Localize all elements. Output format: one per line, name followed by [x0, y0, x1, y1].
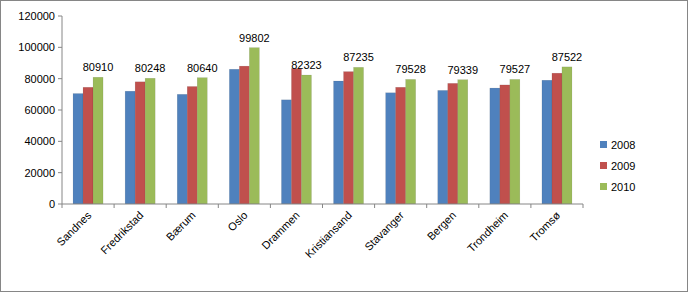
- y-tick: [58, 204, 62, 205]
- x-tick: [322, 204, 323, 208]
- bar: [386, 93, 396, 204]
- y-tick: [58, 47, 62, 48]
- bar: [135, 82, 145, 204]
- chart-frame: [1, 1, 688, 292]
- data-label: 87235: [343, 51, 374, 63]
- bar: [354, 67, 364, 204]
- y-tick-label: 100000: [18, 41, 55, 53]
- y-tick: [58, 110, 62, 111]
- data-label: 79339: [447, 64, 478, 76]
- y-tick-label: 60000: [24, 104, 55, 116]
- x-tick-label: Kristiansand: [303, 209, 354, 260]
- bar: [438, 90, 448, 204]
- data-label: 82323: [291, 59, 322, 71]
- y-tick-label: 80000: [24, 73, 55, 85]
- legend-swatch: [600, 183, 607, 190]
- data-label: 87522: [552, 51, 583, 63]
- bar: [458, 80, 468, 204]
- x-tick: [62, 204, 63, 208]
- bar: [542, 80, 552, 204]
- bar: [291, 68, 301, 204]
- x-tick: [426, 204, 427, 208]
- y-tick-label: 40000: [24, 135, 55, 147]
- legend-label: 2009: [611, 160, 635, 172]
- x-tick: [270, 204, 271, 208]
- x-tick-label: Drammen: [259, 209, 302, 252]
- bar: [93, 77, 103, 204]
- bar: [73, 94, 83, 204]
- bar: [552, 73, 562, 204]
- bar: [197, 78, 207, 204]
- x-tick-label: Stavanger: [362, 209, 406, 253]
- x-tick: [374, 204, 375, 208]
- y-tick: [58, 172, 62, 173]
- data-label: 80640: [187, 62, 218, 74]
- x-tick-label: Tromsø: [527, 209, 562, 244]
- legend-swatch: [600, 162, 607, 169]
- bar: [281, 100, 291, 204]
- data-label: 79528: [395, 63, 426, 75]
- x-tick: [478, 204, 479, 208]
- x-tick-label: Oslo: [225, 209, 249, 233]
- bars: [73, 48, 572, 204]
- x-tick: [583, 204, 584, 208]
- chart-container: 0200004000060000800001000001200008091080…: [0, 0, 688, 292]
- x-tick-label: Bærum: [164, 209, 198, 243]
- x-tick: [166, 204, 167, 208]
- x-tick-label: Sandnes: [54, 209, 94, 249]
- data-label: 79527: [500, 63, 531, 75]
- x-tick: [114, 204, 115, 208]
- y-axis: [62, 16, 63, 204]
- y-tick: [58, 78, 62, 79]
- bar: [177, 94, 187, 204]
- bar: [239, 66, 249, 204]
- bar: [396, 87, 406, 204]
- x-tick-label: Fredrikstad: [98, 209, 145, 256]
- bar: [229, 69, 239, 204]
- x-tick-label: Bergen: [425, 209, 459, 243]
- data-label: 80248: [135, 62, 166, 74]
- legend-swatch: [600, 141, 607, 148]
- bar: [448, 83, 458, 204]
- bar: [562, 67, 572, 204]
- y-tick: [58, 141, 62, 142]
- y-tick-label: 120000: [18, 10, 55, 22]
- data-labels: 80910 80248 80640 99802 82323 87235 79528 79339…: [83, 32, 582, 76]
- data-label: 80910: [83, 61, 114, 73]
- chart-svg: 0200004000060000800001000001200008091080…: [0, 0, 688, 292]
- bar: [83, 87, 93, 204]
- bar: [344, 72, 354, 204]
- bar: [145, 78, 155, 204]
- bar: [187, 87, 197, 205]
- y-tick-label: 20000: [24, 167, 55, 179]
- legend-label: 2010: [611, 181, 635, 193]
- y-tick-label: 0: [49, 198, 55, 210]
- y-tick: [58, 16, 62, 17]
- legend-label: 2008: [611, 139, 635, 151]
- bar: [510, 79, 520, 204]
- x-tick: [530, 204, 531, 208]
- x-tick: [218, 204, 219, 208]
- data-label: 99802: [239, 32, 270, 44]
- bar: [301, 75, 311, 204]
- legend: 2008 2009 2010: [600, 139, 635, 193]
- bar: [334, 81, 344, 204]
- bar: [490, 88, 500, 204]
- bar: [406, 79, 416, 204]
- bar: [125, 91, 135, 204]
- bar: [249, 48, 259, 204]
- bar: [500, 85, 510, 204]
- x-tick-label: Trondheim: [465, 209, 510, 254]
